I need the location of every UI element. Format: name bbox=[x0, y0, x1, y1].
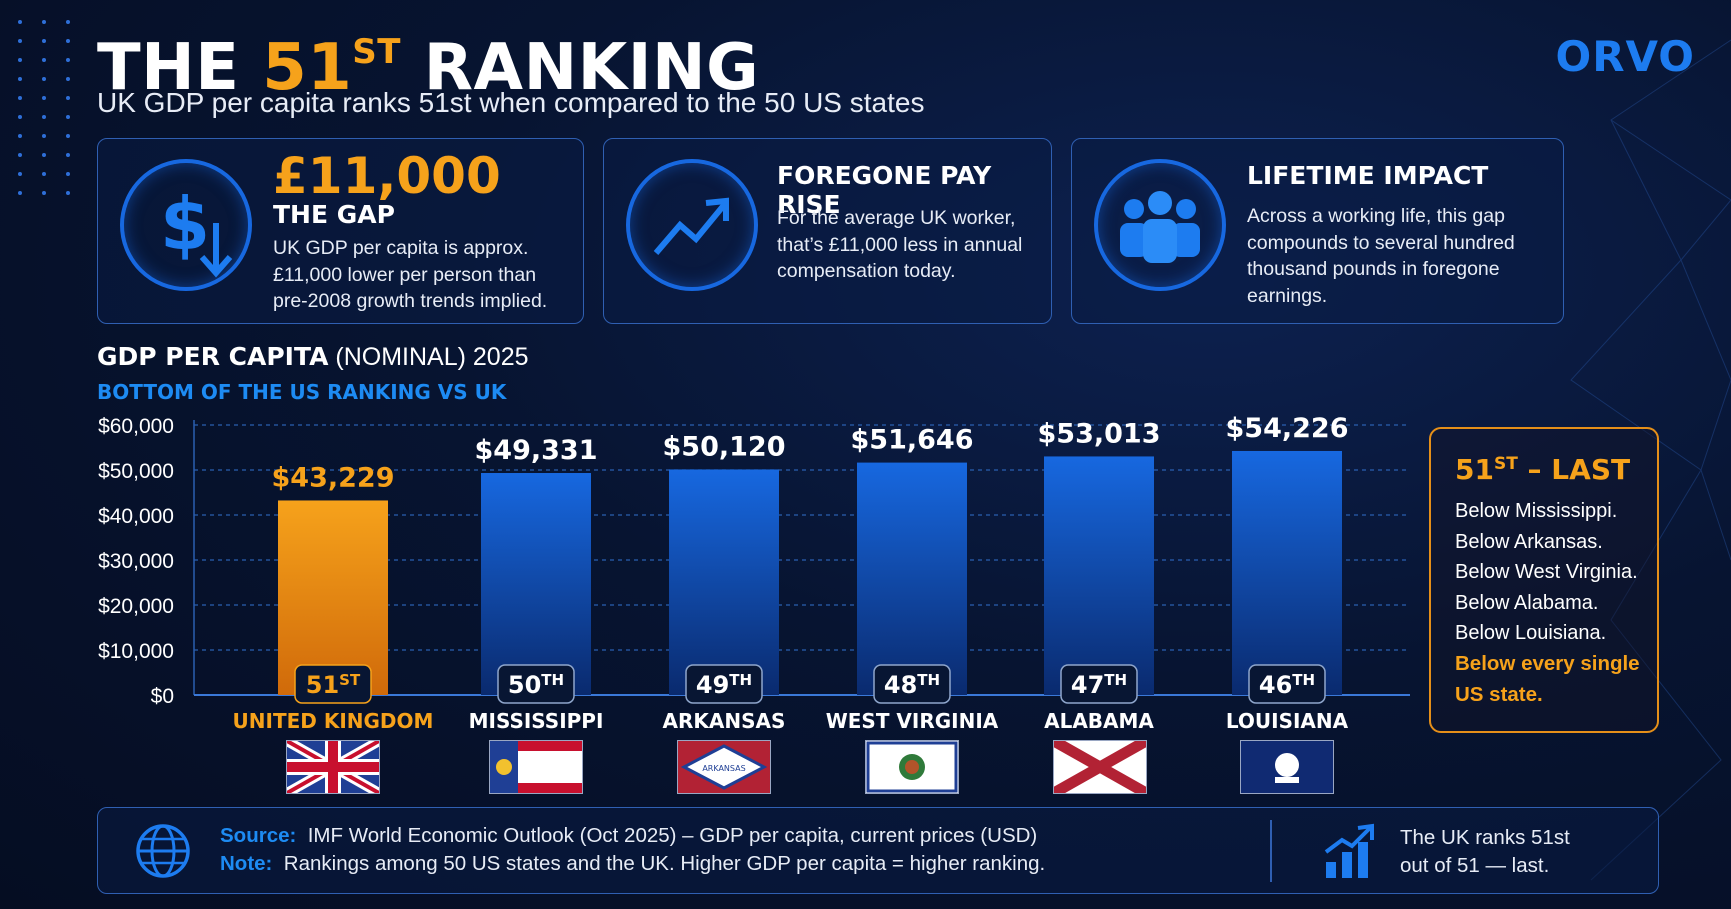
y-tick-label: $0 bbox=[151, 685, 174, 708]
x-tick-label: ARKANSAS bbox=[663, 709, 786, 733]
rank-badge bbox=[873, 664, 951, 704]
footer-divider bbox=[1270, 820, 1272, 882]
chart-subtitle: BOTTOM OF THE US RANKING VS UK bbox=[97, 380, 507, 404]
chart-title: GDP PER CAPITA (NOMINAL) 2025 bbox=[97, 342, 529, 371]
footer-rank-note: The UK ranks 51st out of 51 — last. bbox=[1400, 826, 1570, 877]
west-virginia-flag bbox=[865, 740, 959, 794]
page-subtitle: UK GDP per capita ranks 51st when compar… bbox=[97, 87, 925, 118]
summary-highlight: Below every single US state. bbox=[1455, 652, 1640, 706]
decorative-dots bbox=[18, 20, 78, 200]
card-the-gap: $ £11,000 THE GAP UK GDP per capita is a… bbox=[97, 138, 584, 324]
people-icon bbox=[1094, 159, 1226, 291]
bar-mississippi bbox=[481, 473, 591, 695]
card-foregone-pay-rise: FOREGONE PAY RISE For the average UK wor… bbox=[603, 138, 1052, 324]
y-tick-label: $10,000 bbox=[98, 640, 174, 663]
x-tick-label: LOUISIANA bbox=[1226, 709, 1349, 733]
data-label: $51,646 bbox=[851, 425, 974, 456]
rank-label: 47TH bbox=[1071, 671, 1127, 699]
bar-louisiana bbox=[1232, 450, 1342, 695]
ranking-summary-box: 51ST – LAST Below Mississippi. Below Ark… bbox=[1429, 427, 1659, 733]
x-tick-label: UNITED KINGDOM bbox=[233, 709, 434, 733]
data-label: $49,331 bbox=[475, 435, 598, 466]
rank-label: 50TH bbox=[508, 671, 564, 699]
rank-label: 49TH bbox=[696, 671, 752, 699]
card-title: THE GAP bbox=[273, 200, 395, 229]
mississippi-flag bbox=[489, 740, 583, 794]
svg-text:$: $ bbox=[160, 182, 210, 266]
y-tick-label: $50,000 bbox=[98, 460, 174, 483]
bar-arkansas bbox=[669, 469, 779, 695]
dollar-down-icon: $ bbox=[120, 159, 252, 291]
rank-badge bbox=[1060, 664, 1138, 704]
source-footer: Source: IMF World Economic Outlook (Oct … bbox=[97, 807, 1659, 894]
arkansas-flag: ARKANSAS bbox=[677, 740, 771, 794]
data-label: $43,229 bbox=[272, 462, 395, 493]
rank-badge bbox=[294, 664, 372, 704]
rank-badge bbox=[497, 664, 575, 704]
card-text: Across a working life, this gap compound… bbox=[1247, 205, 1515, 307]
card-text: UK GDP per capita is approx. £11,000 low… bbox=[273, 237, 548, 312]
source-line: Source: IMF World Economic Outlook (Oct … bbox=[220, 824, 1038, 847]
louisiana-flag bbox=[1240, 740, 1334, 794]
decorative-polygons bbox=[1570, 39, 1731, 881]
note-line: Note: Rankings among 50 US states and th… bbox=[220, 852, 1046, 875]
rank-badge bbox=[685, 664, 763, 704]
orvo-logo: ORVO bbox=[1555, 32, 1695, 81]
rank-label: 48TH bbox=[884, 671, 940, 699]
data-label: $54,226 bbox=[1226, 413, 1349, 444]
y-tick-label: $60,000 bbox=[98, 415, 174, 438]
x-tick-label: ALABAMA bbox=[1044, 709, 1154, 733]
card-title: LIFETIME IMPACT bbox=[1247, 161, 1489, 190]
rank-badge bbox=[1248, 664, 1326, 704]
bar-west-virginia bbox=[857, 462, 967, 695]
globe-icon bbox=[136, 824, 190, 878]
y-tick-label: $30,000 bbox=[98, 550, 174, 573]
y-tick-label: $20,000 bbox=[98, 595, 174, 618]
rank-label: 51ST bbox=[306, 671, 361, 699]
card-title: FOREGONE PAY RISE bbox=[777, 161, 992, 219]
trend-up-icon bbox=[626, 159, 758, 291]
bar-chart-up-icon bbox=[1324, 823, 1374, 878]
x-tick-label: MISSISSIPPI bbox=[469, 709, 604, 733]
data-label: $53,013 bbox=[1038, 418, 1161, 449]
gap-amount: £11,000 bbox=[273, 147, 501, 205]
rank-label: 46TH bbox=[1259, 671, 1315, 699]
card-text: For the average UK worker, that’s £11,00… bbox=[777, 207, 1023, 282]
bar-alabama bbox=[1044, 456, 1154, 695]
svg-text:ARKANSAS: ARKANSAS bbox=[702, 764, 745, 773]
x-tick-label: WEST VIRGINIA bbox=[826, 709, 999, 733]
alabama-flag bbox=[1051, 736, 1149, 798]
page-title: THE 51ST RANKING bbox=[97, 31, 760, 105]
card-lifetime-impact: LIFETIME IMPACT Across a working life, t… bbox=[1071, 138, 1564, 324]
summary-lines: Below Mississippi. Below Arkansas. Below… bbox=[1455, 500, 1638, 644]
data-label: $50,120 bbox=[663, 431, 786, 462]
summary-title: 51ST – LAST bbox=[1455, 453, 1631, 486]
uk-flag bbox=[284, 736, 382, 798]
y-tick-label: $40,000 bbox=[98, 505, 174, 528]
bar-united-kingdom bbox=[278, 500, 388, 695]
